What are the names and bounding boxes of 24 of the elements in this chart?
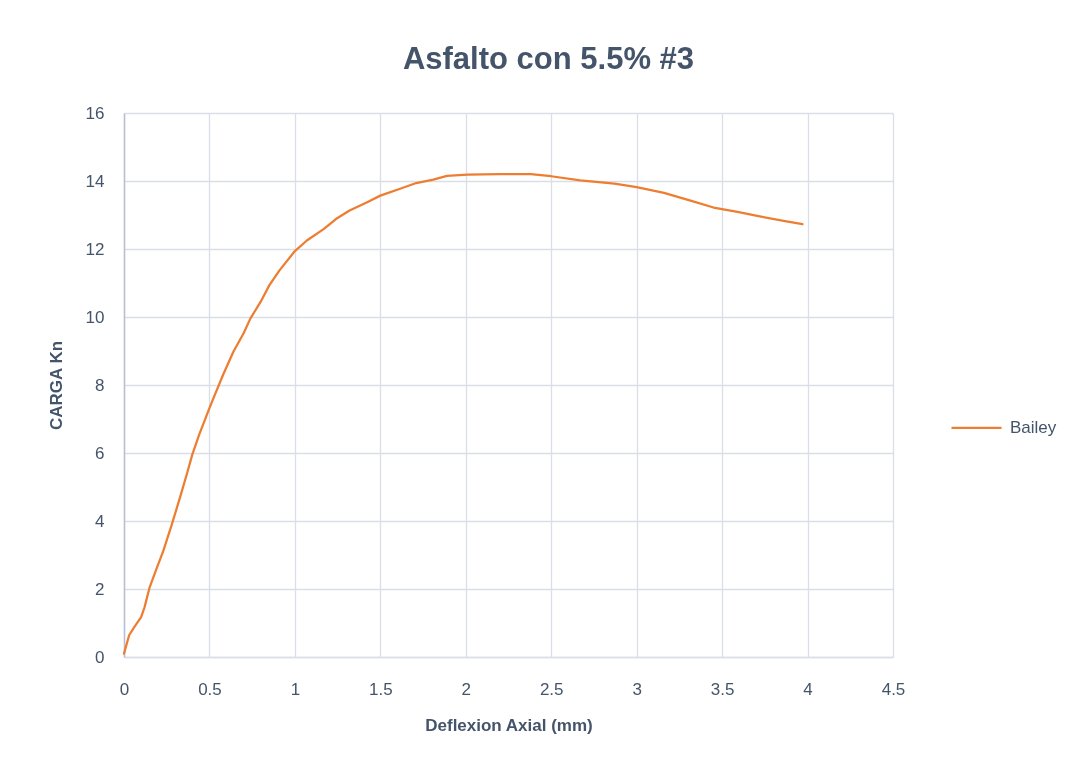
x-tick-label: 0 — [119, 679, 130, 699]
x-tick-label: 2.5 — [539, 679, 564, 699]
legend-label: Bailey — [1010, 417, 1057, 437]
x-tick-label: 2 — [461, 679, 472, 699]
x-tick-label: 4 — [803, 679, 813, 699]
y-axis-title: CARGA Kn — [46, 340, 66, 431]
y-tick-label: 4 — [95, 511, 105, 531]
y-tick-label: 2 — [95, 579, 105, 599]
y-tick-label: 16 — [85, 103, 105, 123]
x-tick-label: 4.5 — [881, 679, 906, 699]
x-tick-label: 0.5 — [198, 679, 222, 699]
y-tick-label: 8 — [95, 375, 105, 395]
x-tick-label: 1 — [290, 679, 301, 699]
y-tick-label: 6 — [95, 443, 105, 463]
y-tick-label: 10 — [85, 307, 105, 327]
y-tick-label: 0 — [95, 647, 105, 667]
x-tick-label: 3.5 — [710, 679, 735, 699]
chart-title: Asfalto con 5.5% #3 — [402, 41, 695, 76]
y-tick-label: 12 — [85, 239, 105, 259]
x-tick-label: 1.5 — [369, 679, 393, 699]
line-series — [122, 173, 804, 655]
x-tick-label: 3 — [632, 679, 642, 699]
y-tick-label: 14 — [85, 171, 105, 191]
x-axis-title: Deflexion Axial (mm) — [425, 715, 593, 735]
